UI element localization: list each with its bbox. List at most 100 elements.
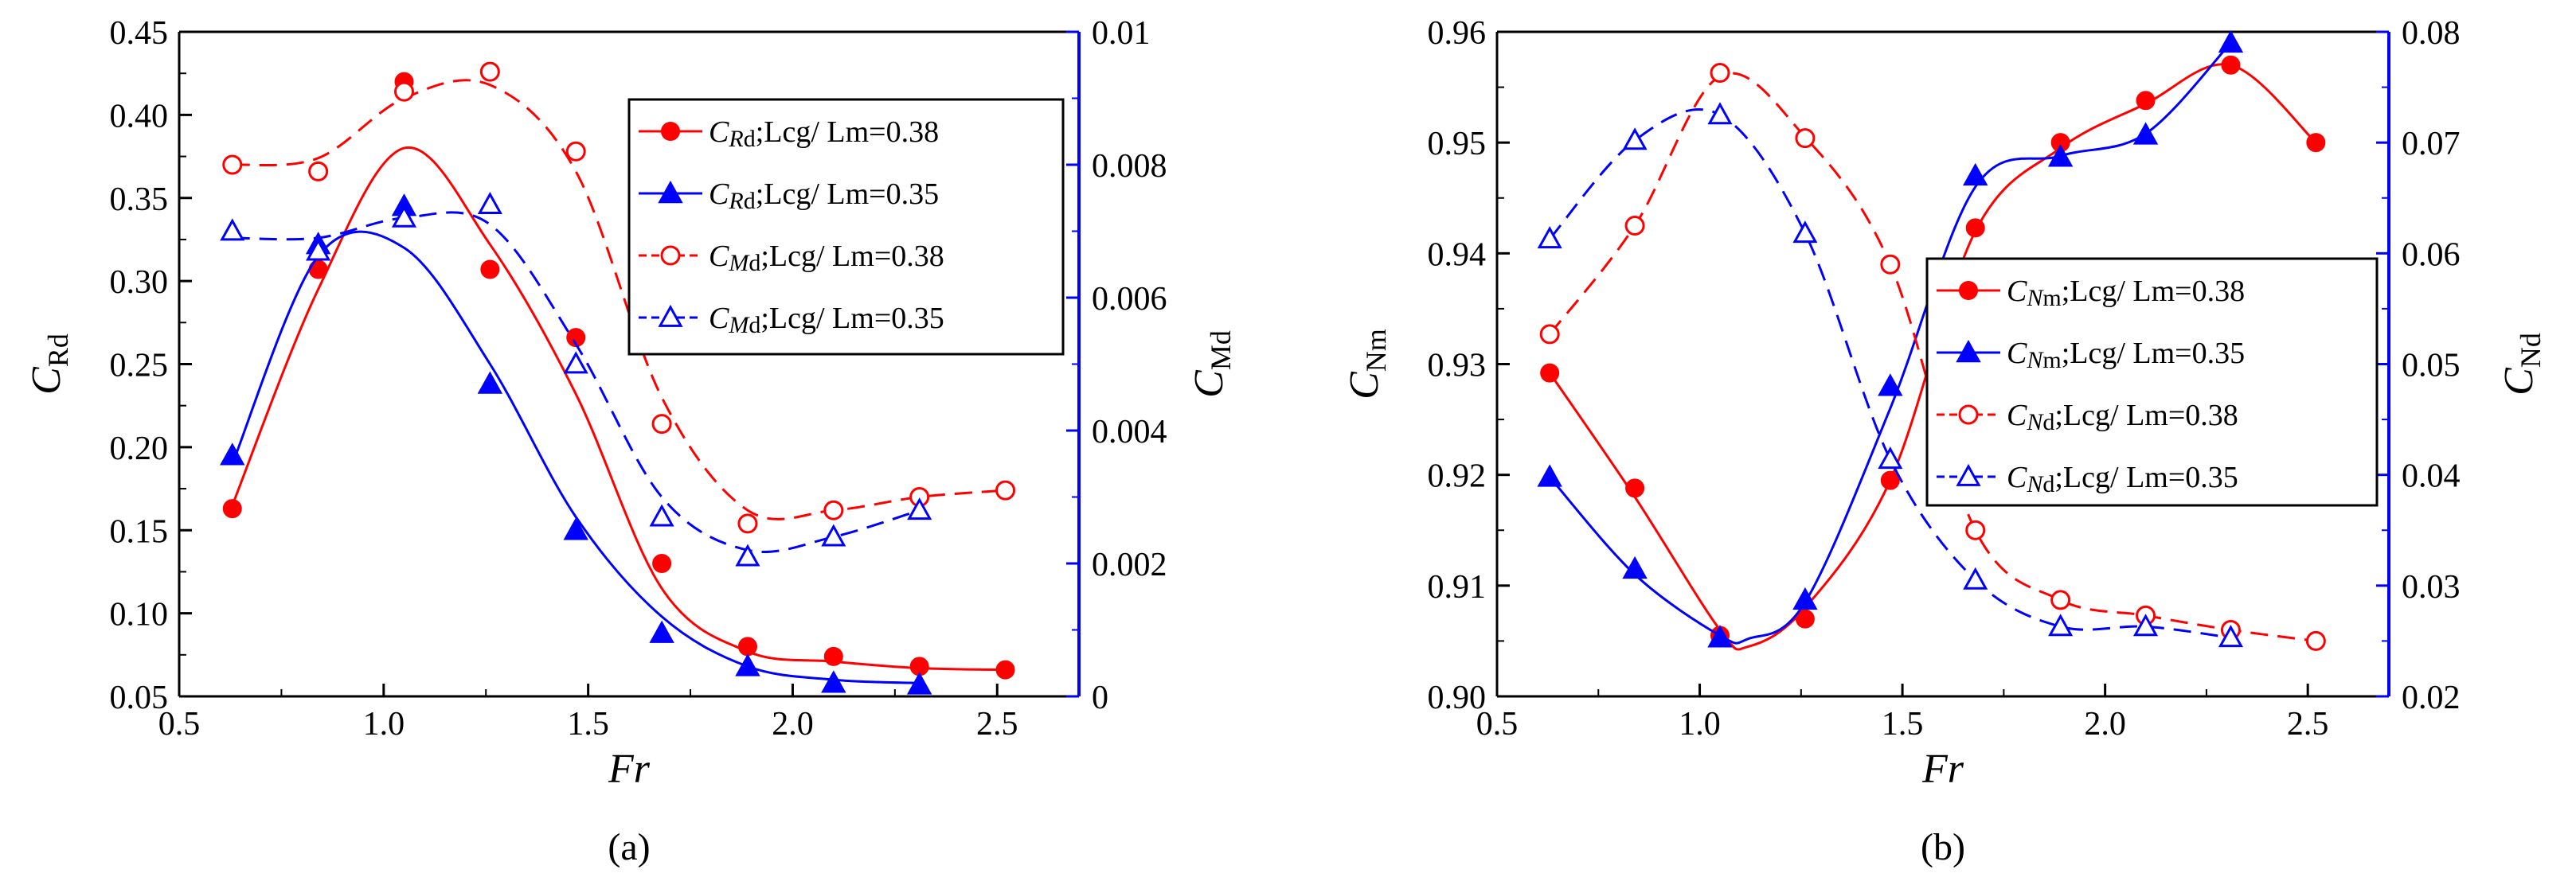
data-point: [1795, 609, 1815, 629]
data-point: [479, 61, 500, 82]
x-tick-label: 1.0: [363, 706, 405, 743]
legend-marker: [661, 122, 680, 141]
x-axis-title: Fr: [608, 747, 651, 792]
legend-label: CNm;Lcg/ Lm=0.38: [2007, 275, 2245, 311]
data-point: [2050, 590, 2071, 610]
left-tick-label: 0.30: [110, 264, 169, 301]
data-point: [1880, 254, 1901, 275]
legend-label: CNm;Lcg/ Lm=0.35: [2007, 337, 2245, 373]
data-point: [220, 442, 245, 466]
left-tick-label: 0.92: [1428, 458, 1487, 495]
x-tick-label: 2.0: [2084, 706, 2126, 743]
right-tick-label: 0.03: [2402, 569, 2461, 606]
data-point: [907, 497, 932, 520]
data-point: [995, 480, 1016, 501]
right-axis-title: CMd: [1186, 330, 1237, 398]
data-point: [735, 653, 760, 676]
series-3: [220, 192, 932, 567]
data-point: [649, 620, 674, 643]
data-point: [2048, 614, 2074, 637]
data-point: [480, 259, 500, 279]
legend-item: CNm;Lcg/ Lm=0.35: [1937, 337, 2245, 373]
left-tick-label: 0.45: [110, 15, 169, 52]
legend: CNm;Lcg/ Lm=0.38 CNm;Lcg/ Lm=0.35 CNd;Lcg/…: [1925, 257, 2379, 507]
data-point: [1795, 128, 1816, 149]
legend-label: CMd;Lcg/ Lm=0.35: [709, 302, 944, 338]
data-point: [2047, 144, 2074, 167]
right-tick-label: 0: [1092, 680, 1108, 716]
data-point: [220, 218, 245, 241]
data-point: [2136, 91, 2156, 111]
data-point: [823, 500, 844, 520]
data-point: [906, 672, 932, 695]
left-tick-label: 0.10: [110, 597, 169, 633]
series-0: [222, 72, 1015, 680]
data-point: [1965, 520, 1986, 540]
data-point: [652, 554, 672, 573]
left-tick-label: 0.25: [110, 348, 169, 384]
data-point: [477, 371, 503, 394]
data-point: [651, 414, 672, 435]
data-point: [1622, 555, 1648, 579]
legend-label: CMd;Lcg/ Lm=0.38: [709, 240, 944, 276]
data-point: [1537, 226, 1562, 249]
data-point: [308, 161, 329, 181]
data-point: [1707, 625, 1733, 648]
legend-marker: [1956, 463, 1981, 486]
data-point: [1537, 464, 1562, 487]
data-point: [1625, 478, 1645, 498]
left-tick-label: 0.91: [1428, 569, 1487, 606]
data-point: [2218, 625, 2244, 648]
data-point: [222, 499, 242, 519]
legend-marker: [658, 304, 683, 327]
data-point: [2221, 55, 2241, 75]
data-point: [2132, 614, 2159, 637]
data-point: [1622, 127, 1648, 150]
left-tick-label: 0.90: [1428, 680, 1487, 716]
panel-a: 0.5 1.0 1.5 2.0 2.5 0.05 0.10 0.15 0.20 0.25 0.30 0…: [24, 15, 1237, 868]
data-point: [1880, 470, 1900, 490]
data-point: [563, 351, 588, 374]
x-tick-label: 1.0: [1679, 706, 1721, 743]
data-point: [477, 192, 502, 214]
data-point: [2132, 122, 2159, 145]
right-tick-label: 0.05: [2402, 348, 2461, 384]
x-tick-label: 1.5: [1882, 706, 1924, 743]
series-line: [1548, 63, 2317, 651]
data-point: [1539, 324, 1560, 345]
data-point: [391, 205, 417, 228]
left-tick-label: 0.96: [1428, 15, 1487, 52]
legend-marker: [1958, 404, 1979, 425]
data-point: [1878, 373, 1903, 396]
legend-item: CMd;Lcg/ Lm=0.35: [639, 302, 944, 338]
data-point: [2306, 133, 2326, 153]
legend-item: CMd;Lcg/ Lm=0.38: [639, 240, 944, 276]
left-tick-label: 0.95: [1428, 126, 1487, 162]
data-point: [735, 544, 760, 567]
legend-item: CRd;Lcg/ Lm=0.38: [639, 115, 939, 152]
data-point: [394, 81, 414, 102]
right-tick-label: 0.006: [1092, 281, 1167, 318]
left-tick-label: 0.93: [1428, 348, 1487, 384]
legend-marker: [1959, 281, 1978, 300]
right-tick-label: 0.02: [2402, 680, 2461, 716]
data-point: [2305, 630, 2326, 651]
series-line: [231, 146, 1006, 672]
right-tick-label: 0.06: [2402, 236, 2461, 273]
legend-marker: [658, 180, 683, 204]
legend-item: CNm;Lcg/ Lm=0.38: [1937, 275, 2245, 311]
legend-label: CRd;Lcg/ Lm=0.38: [709, 115, 939, 152]
series-line: [1549, 41, 2232, 645]
series-1: [1537, 29, 2244, 648]
data-point: [1624, 216, 1645, 236]
legend-label: CNd;Lcg/ Lm=0.38: [2007, 399, 2238, 435]
right-axis-title: CNd: [2496, 333, 2547, 396]
x-axis-title: Fr: [1921, 747, 1964, 792]
left-axis-title: CNm: [1342, 329, 1392, 400]
data-point: [563, 517, 588, 540]
legend-label: CNd;Lcg/ Lm=0.35: [2007, 461, 2238, 497]
data-point: [1792, 220, 1818, 244]
data-point: [821, 524, 846, 547]
right-tick-label: 0.04: [2402, 458, 2461, 495]
